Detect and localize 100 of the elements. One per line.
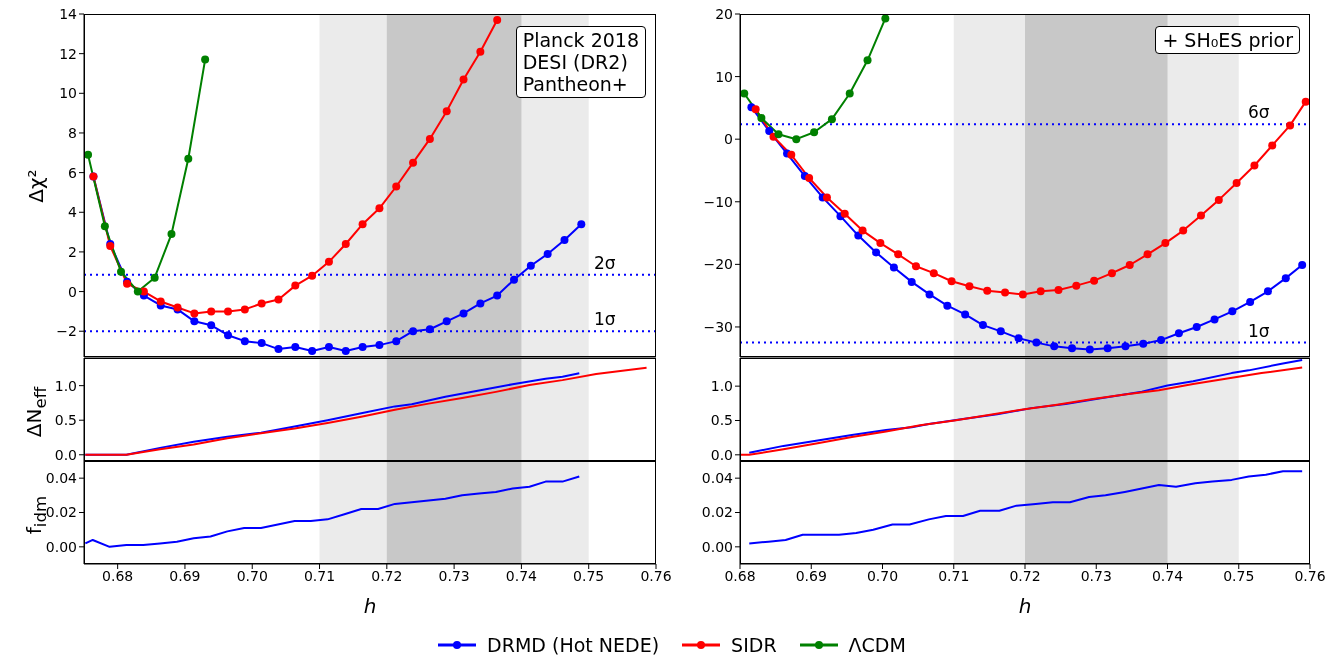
y-tick-label: 0 bbox=[724, 131, 733, 148]
ref-line-label: 1σ bbox=[594, 309, 616, 330]
y-tick-label: 0.5 bbox=[710, 412, 733, 429]
point bbox=[965, 282, 974, 291]
point bbox=[150, 273, 159, 282]
point bbox=[476, 299, 485, 308]
annotation: Planck 2018 DESI (DR2) Pantheon+ bbox=[515, 26, 646, 98]
point bbox=[827, 115, 836, 124]
point bbox=[765, 127, 774, 136]
y-tick-label: 0.02 bbox=[45, 504, 77, 521]
point bbox=[1032, 338, 1041, 347]
point bbox=[224, 307, 233, 316]
point bbox=[1068, 344, 1077, 353]
point bbox=[1014, 334, 1023, 343]
point bbox=[1250, 161, 1259, 170]
point bbox=[324, 343, 333, 352]
point bbox=[1210, 315, 1219, 324]
y-tick-label: 2 bbox=[68, 243, 77, 260]
legend-label: SIDR bbox=[731, 634, 777, 656]
y-tick-label: 0 bbox=[68, 283, 77, 300]
point bbox=[543, 249, 552, 258]
y-tick-label: 0.00 bbox=[701, 538, 733, 555]
point bbox=[224, 331, 233, 340]
point bbox=[1179, 226, 1188, 235]
point bbox=[184, 154, 193, 163]
point bbox=[1263, 287, 1272, 296]
x-tick-label: 0.68 bbox=[102, 567, 134, 584]
line-series bbox=[748, 470, 1304, 545]
legend-label: ΛCDM bbox=[848, 634, 906, 656]
y-tick-label: −20 bbox=[703, 256, 733, 273]
point bbox=[889, 263, 898, 272]
point bbox=[929, 269, 938, 278]
y-axis-title: Δχ² bbox=[24, 167, 48, 205]
y-tick-label: 8 bbox=[68, 124, 77, 141]
x-tick-label: 0.74 bbox=[505, 567, 538, 584]
point bbox=[510, 275, 519, 284]
point bbox=[240, 305, 249, 314]
point bbox=[291, 343, 300, 352]
x-tick-label: 0.73 bbox=[438, 567, 470, 584]
point bbox=[947, 277, 956, 286]
point bbox=[257, 339, 266, 348]
y-tick-label: 0.0 bbox=[54, 446, 77, 463]
x-tick-label: 0.71 bbox=[303, 567, 336, 584]
point bbox=[854, 231, 863, 240]
point bbox=[201, 55, 210, 64]
annotation: + SH₀ES prior bbox=[1155, 26, 1300, 54]
point bbox=[1036, 287, 1045, 296]
point bbox=[1161, 239, 1170, 248]
y-tick-label: 1.0 bbox=[54, 377, 77, 394]
point bbox=[1268, 141, 1277, 150]
point bbox=[822, 193, 831, 202]
y-tick-label: −10 bbox=[703, 193, 733, 210]
point bbox=[493, 15, 502, 24]
point bbox=[190, 309, 199, 318]
point bbox=[442, 107, 451, 116]
x-tick-label: 0.71 bbox=[938, 567, 970, 584]
y-tick-label: −2 bbox=[56, 323, 77, 340]
point bbox=[341, 239, 350, 248]
point bbox=[1157, 336, 1166, 345]
legend-label: DRMD (Hot NEDE) bbox=[487, 634, 660, 656]
point bbox=[100, 222, 109, 231]
x-tick-label: 0.69 bbox=[169, 567, 201, 584]
point bbox=[167, 230, 176, 239]
point bbox=[983, 286, 992, 295]
point bbox=[190, 317, 199, 326]
point bbox=[1125, 260, 1134, 269]
point bbox=[757, 113, 766, 122]
point bbox=[358, 220, 367, 229]
y-tick-label: −30 bbox=[703, 318, 733, 335]
point bbox=[375, 341, 384, 350]
x-tick-label: 0.68 bbox=[724, 567, 756, 584]
ref-line-label: 2σ bbox=[594, 252, 616, 273]
point bbox=[894, 250, 903, 259]
point bbox=[560, 236, 569, 245]
point bbox=[1286, 121, 1295, 130]
point bbox=[476, 47, 485, 56]
point bbox=[1143, 250, 1152, 259]
point bbox=[459, 309, 468, 318]
point bbox=[409, 158, 418, 167]
point bbox=[863, 56, 872, 65]
point bbox=[872, 248, 881, 257]
point bbox=[493, 291, 502, 300]
point bbox=[156, 297, 165, 306]
point bbox=[341, 347, 350, 356]
point bbox=[907, 277, 916, 286]
y-tick-label: 12 bbox=[59, 45, 77, 62]
point bbox=[840, 209, 849, 218]
y-tick-label: 6 bbox=[68, 164, 78, 181]
point bbox=[845, 89, 854, 98]
point bbox=[207, 307, 216, 316]
x-tick-label: 0.76 bbox=[1294, 567, 1326, 584]
x-tick-label: 0.75 bbox=[1223, 567, 1255, 584]
point bbox=[925, 290, 934, 299]
point bbox=[1054, 286, 1063, 295]
x-tick-label: 0.70 bbox=[866, 567, 899, 584]
point bbox=[392, 337, 401, 346]
point bbox=[1232, 179, 1241, 187]
x-tick-label: 0.72 bbox=[371, 567, 403, 584]
y-tick-label: 20 bbox=[715, 5, 733, 22]
point bbox=[375, 204, 384, 213]
